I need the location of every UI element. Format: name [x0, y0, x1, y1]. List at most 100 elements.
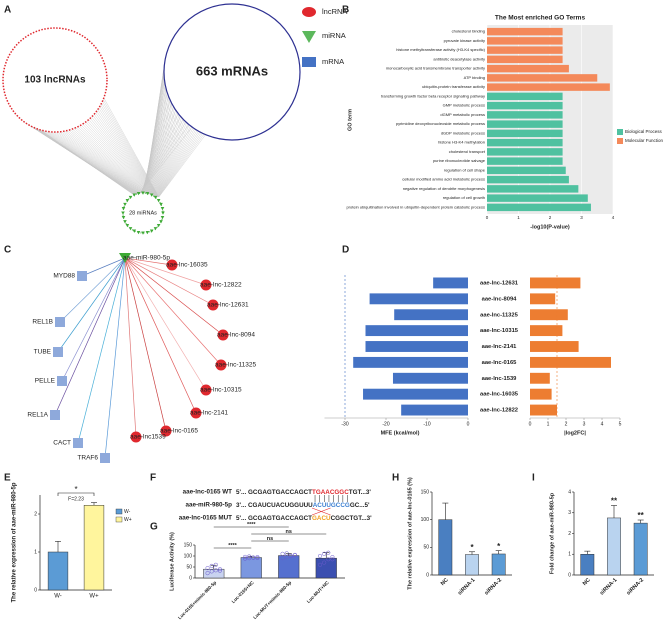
bar [487, 129, 563, 138]
edge [124, 257, 137, 438]
y-tick-label: 100 [421, 517, 430, 523]
data-point [330, 557, 335, 562]
y-tick-label: pyrimidine deoxyribonucleoside metabolic… [396, 121, 485, 126]
y-tick-label: GMP metabolic process [443, 103, 485, 108]
y-tick-label: pyruvate kinase activity [444, 38, 485, 43]
data-point [247, 554, 252, 559]
mirna-node [125, 199, 130, 203]
data-point [326, 550, 331, 555]
edge [42, 130, 145, 198]
bar [487, 138, 563, 147]
edge [33, 127, 143, 198]
mirna-node [149, 193, 154, 197]
mrna-node [53, 347, 63, 357]
significance: * [470, 543, 474, 552]
bar [487, 185, 579, 193]
bar [491, 553, 506, 576]
x-tick-label: NC [582, 577, 592, 587]
y-tick-label: purine ribonucleotide salvage [433, 158, 486, 163]
legend-label: Biological Process [625, 129, 663, 134]
bar [530, 341, 579, 352]
legend-swatch [302, 7, 316, 17]
significance: * [497, 542, 501, 551]
bar [240, 557, 262, 579]
edge [61, 257, 126, 382]
bar [530, 356, 611, 368]
data-point [318, 553, 323, 559]
legend-swatch [617, 129, 623, 135]
edge [61, 131, 149, 198]
mrna-node [73, 438, 83, 448]
panel-label: C [4, 245, 11, 256]
node-label: aae-lnc-12631 [207, 302, 249, 309]
bar [487, 92, 563, 101]
edge [87, 120, 155, 198]
edge [124, 257, 222, 366]
bar [487, 157, 563, 165]
lncrna-node [207, 299, 219, 311]
cluster-label: 103 lncRNAs [24, 75, 86, 86]
mirna-node [136, 230, 141, 235]
x-tick-label: -10 [423, 421, 430, 427]
category-label: aae-lnc-11325 [480, 312, 518, 318]
y-tick-label: 1 [34, 549, 37, 555]
bar [530, 372, 550, 384]
data-point [243, 556, 248, 561]
mrna-node [100, 453, 110, 463]
edge [95, 112, 157, 198]
x-tick-label: -20 [382, 421, 389, 427]
bar [47, 551, 69, 591]
significance-bracket [57, 492, 95, 496]
edge [98, 107, 158, 198]
bar [487, 101, 563, 110]
bar [438, 519, 453, 576]
node-label: aae-lnc-2141 [190, 410, 228, 417]
mirna-node [123, 220, 127, 224]
edge [77, 126, 153, 198]
category-label: aae-lnc-0165 [482, 360, 518, 366]
x-tick-label: siRNA-2 [484, 577, 503, 596]
mirna-node [160, 215, 165, 220]
edge [31, 126, 143, 198]
x-tick-label: W- [54, 594, 62, 600]
significance: ** [638, 511, 645, 520]
edge [84, 122, 154, 198]
cluster-label: 28 miRNAs [129, 210, 157, 216]
edge [59, 131, 149, 198]
mirna-node [125, 223, 130, 228]
sequence-highlight: TGAACGGC [312, 489, 349, 496]
edge [99, 106, 158, 198]
y-tick-label: dGDP metabolic process [441, 130, 485, 135]
edge [91, 116, 156, 198]
bar [487, 194, 588, 202]
sequence-highlight: GACU [312, 515, 331, 522]
x-tick-label: 1 [517, 215, 520, 220]
y-tick-label: 100 [184, 553, 193, 559]
panel-label: E [4, 473, 11, 484]
legend-label: lncRNA [322, 7, 347, 16]
data-point [251, 555, 256, 560]
node-label: REL1B [32, 319, 53, 326]
data-point [209, 569, 214, 574]
cluster-label: 663 mRNAs [196, 63, 268, 78]
panel-label: G [150, 522, 158, 533]
mirna-node [153, 227, 158, 231]
edge [145, 54, 167, 198]
mirna-node [159, 202, 163, 207]
category-label: aae-lnc-1539 [482, 376, 518, 382]
edge [101, 103, 159, 198]
category-label: aae-lnc-10315 [480, 328, 519, 334]
edge [40, 129, 145, 198]
bar [530, 388, 552, 400]
data-point [318, 562, 323, 567]
node-label: aae-lnc-16035 [166, 262, 208, 269]
y-tick-label: 0 [426, 572, 429, 578]
panel-label: B [342, 5, 349, 16]
legend-label: W- [124, 509, 131, 515]
x-tick-label: 3 [580, 215, 583, 220]
edge [124, 257, 173, 266]
edge [44, 130, 146, 198]
bar [278, 555, 300, 579]
x-tick-label: -30 [341, 421, 348, 427]
data-point [280, 556, 285, 561]
